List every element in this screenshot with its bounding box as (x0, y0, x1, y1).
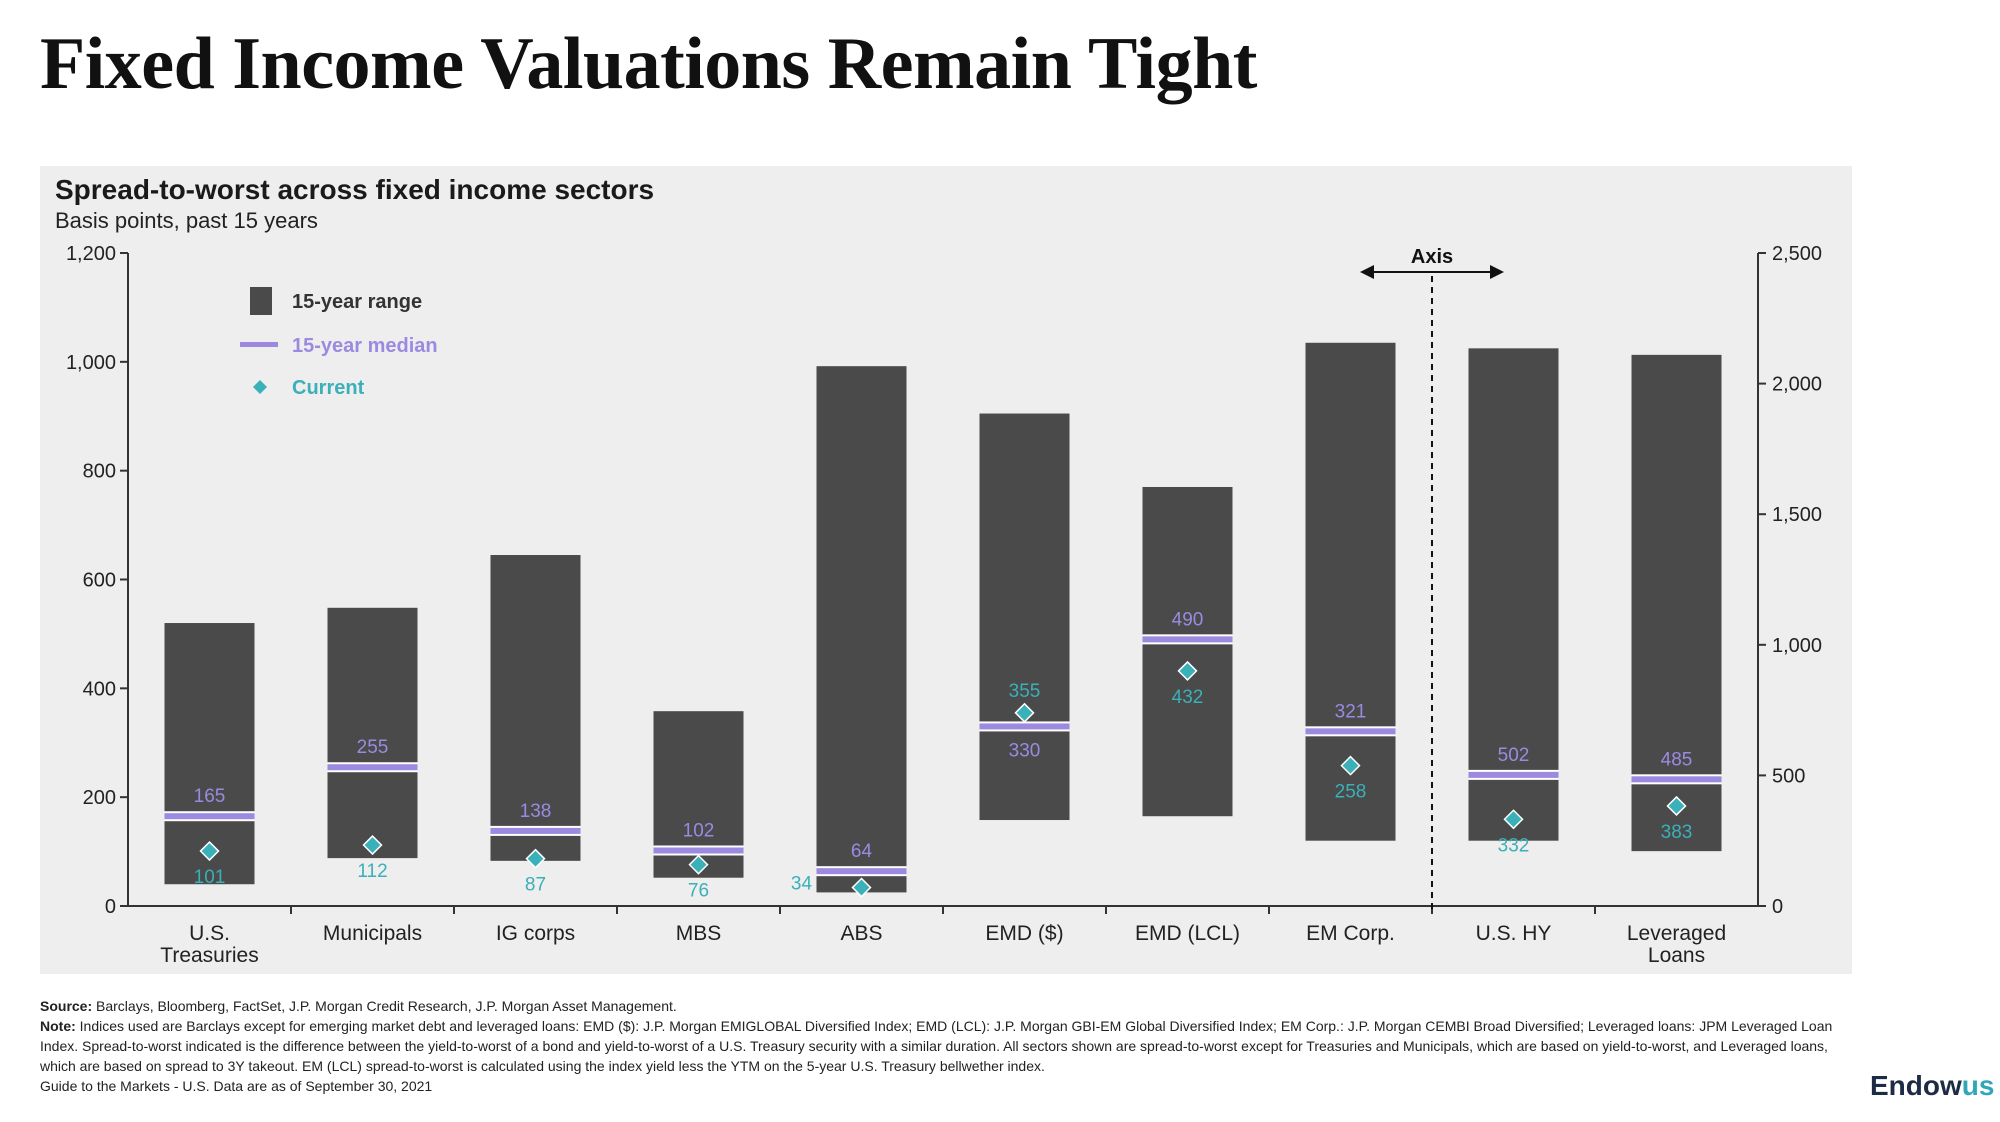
legend-range-label: 15-year range (292, 291, 422, 313)
right-axis-tick-label: 1,000 (1772, 635, 1822, 657)
current-data-label: 332 (1498, 835, 1530, 856)
median-line (653, 847, 744, 854)
chart-panel: Spread-to-worst across fixed income sect… (40, 166, 1852, 974)
left-axis-tick-label: 1,000 (66, 352, 116, 374)
current-data-label: 87 (525, 875, 546, 896)
median-line (1142, 636, 1233, 643)
range-bar (816, 366, 907, 893)
right-axis-tick-label: 2,500 (1772, 243, 1822, 265)
source-text: Barclays, Bloomberg, FactSet, J.P. Morga… (96, 998, 677, 1014)
category-label: Loans (1648, 944, 1705, 967)
current-data-label: 432 (1172, 687, 1204, 708)
category-label: U.S. (189, 922, 230, 945)
current-data-label: 34 (791, 873, 813, 894)
median-line (1305, 728, 1396, 735)
note-line: Note: Indices used are Barclays except f… (40, 1016, 1860, 1076)
brand-name-main: Endow (1870, 1070, 1962, 1101)
current-data-label: 355 (1009, 681, 1041, 702)
median-data-label: 138 (520, 801, 552, 822)
left-axis-tick-label: 800 (83, 461, 116, 483)
left-axis-tick-label: 1,200 (66, 243, 116, 265)
range-bar (1631, 354, 1722, 852)
category-label: MBS (676, 922, 722, 945)
range-bar (979, 413, 1070, 821)
current-marker (1503, 809, 1524, 830)
left-axis-tick-label: 400 (83, 678, 116, 700)
median-line (164, 813, 255, 820)
legend-current-label: Current (292, 377, 365, 399)
axis-divider-arrow-left (1360, 265, 1374, 279)
footnotes: Source: Barclays, Bloomberg, FactSet, J.… (40, 996, 1860, 1096)
chart-svg: 0 200 400 600 800 1,000 1,200 0 500 1,000 1,500 2,0… (66, 243, 1822, 967)
median-data-label: 165 (194, 786, 226, 807)
current-marker (1014, 702, 1035, 723)
axis-divider-label: Axis (1411, 246, 1453, 268)
axis-divider-arrow-right (1490, 265, 1504, 279)
current-marker (1340, 755, 1361, 776)
current-marker (851, 877, 872, 898)
range-bar (327, 607, 418, 859)
current-marker (1177, 660, 1198, 681)
median-data-label: 485 (1661, 749, 1693, 770)
brand-logo: Endowus (1870, 1070, 1994, 1102)
source-label: Source: (40, 998, 93, 1014)
median-data-label: 321 (1335, 701, 1367, 722)
median-data-label: 502 (1498, 745, 1530, 766)
slide-title: Fixed Income Valuations Remain Tight (40, 23, 1257, 105)
category-label: EMD ($) (985, 922, 1063, 945)
median-line (1631, 776, 1722, 783)
current-marker (525, 848, 546, 869)
left-axis-tick-label: 0 (105, 896, 116, 918)
median-line (816, 868, 907, 875)
range-bar (164, 623, 255, 885)
median-data-label: 102 (683, 820, 715, 841)
category-label: IG corps (496, 922, 575, 945)
chart-title: Spread-to-worst across fixed income sect… (55, 174, 655, 205)
median-line (979, 723, 1070, 730)
left-axis-tick-label: 200 (83, 787, 116, 809)
right-axis-tick-label: 500 (1772, 765, 1805, 787)
current-data-label: 383 (1661, 822, 1693, 843)
category-label: Municipals (323, 922, 422, 945)
current-marker (688, 854, 709, 875)
current-data-label: 258 (1335, 782, 1367, 803)
category-label: Leveraged (1627, 922, 1726, 945)
range-bar (490, 555, 581, 861)
legend-current-swatch (253, 380, 267, 394)
current-data-label: 76 (688, 881, 709, 902)
brand-name-accent: us (1961, 1070, 1995, 1101)
note-text: Indices used are Barclays except for eme… (40, 1018, 1833, 1074)
median-line (490, 827, 581, 834)
chart-subtitle: Basis points, past 15 years (55, 208, 318, 233)
right-axis-tick-label: 1,500 (1772, 504, 1822, 526)
left-axis-tick-label: 600 (83, 570, 116, 592)
legend-median-swatch (240, 342, 278, 347)
legend-median-label: 15-year median (292, 335, 438, 357)
category-label: EMD (LCL) (1135, 922, 1240, 945)
median-line (1468, 771, 1559, 778)
current-marker (199, 840, 220, 862)
right-axis-tick-label: 0 (1772, 896, 1783, 918)
current-data-label: 101 (194, 867, 226, 888)
median-data-label: 64 (851, 841, 873, 862)
category-label: EM Corp. (1306, 922, 1395, 945)
current-marker (362, 834, 383, 856)
median-data-label: 255 (357, 737, 389, 758)
current-marker (1666, 795, 1687, 817)
median-data-label: 330 (1009, 740, 1041, 761)
category-label: ABS (840, 922, 882, 945)
category-label: Treasuries (160, 944, 258, 967)
category-label: U.S. HY (1476, 922, 1552, 945)
median-data-label: 490 (1172, 609, 1204, 630)
legend-range-swatch (250, 287, 272, 315)
current-data-label: 112 (357, 861, 387, 882)
right-axis-tick-label: 2,000 (1772, 374, 1822, 396)
source-line: Source: Barclays, Bloomberg, FactSet, J.… (40, 996, 1860, 1016)
note-label: Note: (40, 1018, 76, 1034)
median-line (327, 764, 418, 771)
range-bar (1468, 348, 1559, 841)
range-bar (1142, 486, 1233, 817)
guide-line: Guide to the Markets - U.S. Data are as … (40, 1078, 433, 1094)
